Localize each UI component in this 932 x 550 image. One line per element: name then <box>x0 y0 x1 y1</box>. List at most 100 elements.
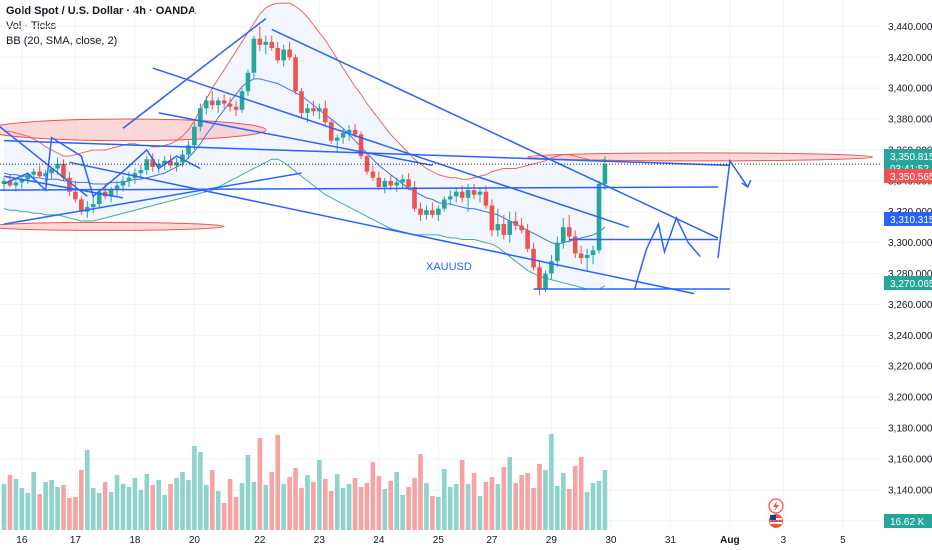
volume-bar <box>55 487 60 530</box>
time-tick-label: 17 <box>70 535 82 546</box>
candle-body <box>299 91 304 113</box>
candle-body <box>108 190 114 197</box>
candle-body <box>49 168 54 174</box>
trendline[interactable] <box>122 18 267 129</box>
volume-bar <box>168 484 173 530</box>
time-tick-label: 22 <box>254 535 266 546</box>
volume-bar <box>67 498 72 530</box>
volume-bar <box>584 492 590 530</box>
volume-bar <box>549 434 554 530</box>
price-tick-label: 3,180.000 <box>888 424 932 435</box>
trendline[interactable] <box>271 28 719 239</box>
volume-bar <box>602 470 608 530</box>
volume-bar <box>43 482 48 530</box>
candle-body <box>483 191 489 206</box>
candle-body <box>525 230 530 249</box>
time-tick-label: 16 <box>16 535 28 546</box>
resistance-zone <box>527 152 874 162</box>
volume-bar <box>388 481 394 530</box>
candle-body <box>1 180 7 184</box>
bollinger-band-fill <box>4 3 605 289</box>
candle-body <box>138 170 144 174</box>
candle-body <box>174 162 179 166</box>
volume-bar <box>192 446 197 530</box>
volume-bar <box>305 475 310 530</box>
volume-bar <box>114 475 120 530</box>
trendline[interactable] <box>69 161 695 295</box>
candle-body <box>370 171 376 178</box>
candle-body <box>162 160 167 164</box>
volume-bar <box>186 480 191 530</box>
volume-bar <box>376 476 382 530</box>
us-flag-icon[interactable] <box>769 514 783 528</box>
volume-bar <box>531 488 536 530</box>
candle-body <box>317 108 322 112</box>
previous-close-value: 3,350.565 <box>890 172 932 183</box>
candle-body <box>400 179 405 183</box>
volume-bar <box>263 485 269 530</box>
candle-body <box>263 41 269 45</box>
trendline[interactable] <box>3 172 302 225</box>
volume-bar <box>436 497 441 530</box>
trendline[interactable] <box>158 112 433 167</box>
candle-body <box>424 210 429 215</box>
volume-bar <box>477 496 483 530</box>
projection-path[interactable] <box>3 136 201 198</box>
trendline[interactable] <box>0 125 88 197</box>
volume-bar <box>293 468 298 530</box>
volume-bar <box>513 483 518 530</box>
volume-bar <box>519 475 524 530</box>
candle-body <box>346 129 352 133</box>
volume-bar <box>465 484 471 530</box>
bollinger-band-area <box>4 3 605 289</box>
price-tick-label: 3,440.000 <box>888 22 932 33</box>
lightning-icon[interactable] <box>768 498 784 514</box>
bollinger-lower-line <box>3 158 606 290</box>
candle-body <box>79 199 84 212</box>
grid <box>0 0 880 530</box>
trendline[interactable] <box>152 67 629 228</box>
volume-bar <box>328 491 334 530</box>
candle-body <box>90 204 96 208</box>
volume-bars <box>1 434 608 530</box>
candle-body <box>519 225 524 231</box>
volume-bar <box>7 475 13 530</box>
time-tick-label: 29 <box>546 535 558 546</box>
volume-bar <box>120 484 126 530</box>
candle-body <box>55 163 60 169</box>
candle-body <box>388 180 394 186</box>
price-tick-label: 3,200.000 <box>888 393 932 404</box>
candle-body <box>215 100 221 106</box>
legend-title: Gold Spot / U.S. Dollar · 4h · OANDA <box>6 5 197 17</box>
price-tick-label: 3,300.000 <box>888 238 932 249</box>
volume-bar <box>132 478 138 530</box>
volume-bar <box>412 478 417 530</box>
volume-bar <box>578 457 584 530</box>
time-tick-label: 30 <box>605 535 617 546</box>
candle-body <box>602 163 608 184</box>
candle-body <box>436 208 441 215</box>
trendline[interactable] <box>3 175 124 199</box>
volume-bar <box>317 460 322 530</box>
volume-bar <box>221 503 227 530</box>
volume-bar <box>156 480 161 530</box>
volume-bar <box>287 477 292 530</box>
volume-bar <box>495 484 501 530</box>
candle-body <box>275 47 280 61</box>
candle-body <box>144 159 150 171</box>
candle-body <box>227 103 233 107</box>
candle-body <box>245 72 251 92</box>
volume-bar <box>418 454 423 530</box>
projection-path[interactable] <box>633 215 701 290</box>
candle-body <box>305 108 310 113</box>
volume-bar <box>543 470 548 530</box>
projection-path[interactable] <box>717 158 749 259</box>
candle-body <box>114 185 120 191</box>
candle-body <box>465 190 471 198</box>
candle-body <box>233 106 239 110</box>
volume-bar <box>370 462 376 530</box>
price-axis: 3,440.0003,420.0003,400.0003,380.0003,36… <box>888 22 932 527</box>
trendline[interactable] <box>0 186 719 191</box>
time-tick-label: 18 <box>129 535 141 546</box>
